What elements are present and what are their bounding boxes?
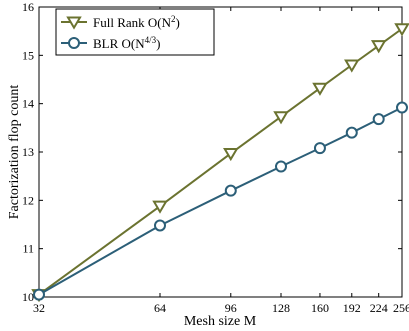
x-tick-label: 192: [343, 301, 361, 315]
x-tick-label: 160: [311, 301, 329, 315]
y-tick-label: 10: [22, 290, 34, 304]
x-tick-label: 32: [33, 301, 45, 315]
legend: Full Rank O(N2) BLR O(N4/3): [55, 8, 215, 56]
x-tick-label: 224: [370, 301, 388, 315]
series-line: [38, 27, 403, 296]
data-point: [345, 126, 358, 139]
legend-marker: [66, 16, 82, 30]
x-tick-label: 96: [225, 301, 237, 315]
y-tick-label: 12: [22, 193, 34, 207]
data-point: [33, 288, 45, 301]
data-point: [224, 184, 237, 197]
legend-label: Full Rank O(N2): [93, 14, 180, 30]
legend-entry-0: Full Rank O(N2): [61, 14, 180, 30]
legend-box: [55, 8, 215, 56]
y-tick-label: 15: [22, 48, 34, 62]
data-point: [154, 219, 166, 232]
legend-marker: [68, 37, 80, 49]
data-point: [372, 113, 385, 126]
data-point: [223, 147, 239, 162]
data-point: [394, 23, 409, 37]
data-point: [275, 160, 287, 173]
data-point: [273, 111, 289, 125]
x-tick-label: 128: [272, 301, 290, 315]
series-1: [33, 101, 408, 301]
data-point: [152, 200, 168, 214]
y-tick-label: 13: [22, 145, 34, 159]
series-layer: [31, 23, 409, 303]
data-point: [313, 142, 326, 155]
data-point: [344, 59, 360, 73]
data-point: [312, 82, 328, 96]
legend-entry-1: BLR O(N4/3): [61, 35, 161, 51]
data-point: [396, 101, 408, 114]
x-tick-label: 64: [154, 301, 166, 315]
x-axis-title: Mesh size M: [184, 314, 257, 329]
data-point: [370, 40, 387, 54]
x-tick-label: 256: [393, 301, 409, 315]
legend-label: BLR O(N4/3): [93, 35, 161, 51]
legend-entries: Full Rank O(N2) BLR O(N4/3): [61, 14, 180, 51]
ticks: 32 64 96 128 160 192 224 256 10 11 12 13 14 15 16: [22, 0, 409, 315]
y-tick-label: 11: [22, 242, 34, 256]
series-0: [31, 23, 409, 303]
y-tick-label: 16: [22, 0, 34, 14]
y-tick-label: 14: [22, 97, 34, 111]
y-axis-title: Factorization flop count: [7, 85, 22, 220]
